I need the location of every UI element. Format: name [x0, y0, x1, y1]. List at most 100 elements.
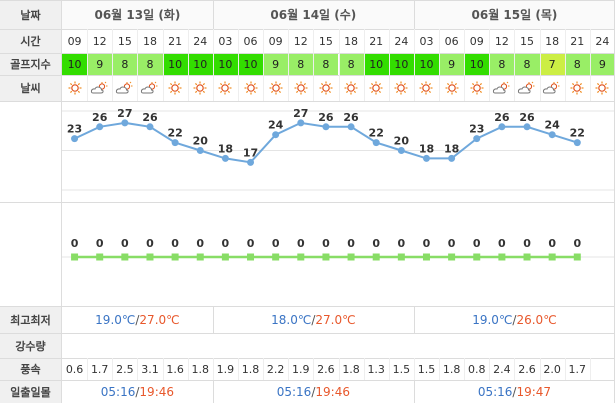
temp-value-label: 22	[369, 127, 384, 140]
column-divider	[388, 358, 390, 380]
temp-point	[297, 119, 305, 127]
column-divider	[288, 29, 290, 101]
sun-icon	[288, 75, 313, 101]
wind-cell: 1.5	[392, 362, 411, 376]
rain-value-label: 0	[222, 237, 230, 250]
separator: /	[135, 312, 140, 327]
column-divider	[237, 358, 239, 380]
temp-point	[196, 147, 204, 154]
rain-point	[448, 253, 456, 261]
label-rain-amount: 강수량	[0, 333, 62, 358]
row-divider	[0, 333, 615, 334]
column-divider	[263, 358, 265, 380]
column-divider	[187, 358, 189, 380]
column-divider	[363, 29, 365, 101]
temp-point	[96, 123, 104, 131]
temp-point	[71, 135, 79, 143]
rain-value-label: 0	[372, 237, 380, 250]
temp-value-label: 18	[218, 142, 233, 155]
sunset-time: 19:46	[315, 384, 350, 399]
column-divider	[313, 358, 315, 380]
golf-index-cell: 10	[388, 53, 414, 75]
rain-point	[196, 253, 204, 261]
wind-cell: 2.4	[493, 362, 511, 376]
golf-index-cell: 10	[464, 53, 490, 75]
rain-point	[573, 253, 581, 261]
wind-cell: 1.9	[292, 362, 310, 376]
column-divider	[137, 358, 139, 380]
hour-cell: 12	[92, 34, 107, 48]
rain-value-label: 0	[71, 237, 79, 250]
rain-value-label: 0	[498, 237, 506, 250]
rain-point	[247, 253, 255, 261]
rain-point	[397, 253, 405, 261]
day-divider	[212, 380, 214, 403]
column-divider	[162, 358, 164, 380]
golf-index-cell: 10	[162, 53, 188, 75]
column-divider	[137, 29, 139, 101]
hour-cell: 21	[369, 34, 384, 48]
rain-value-label: 0	[523, 237, 531, 250]
wind-cell: 1.5	[417, 362, 436, 376]
wind-cell: 0.6	[65, 362, 84, 376]
hour-cell: 24	[193, 34, 208, 48]
wind-cell: 1.9	[216, 362, 235, 376]
row-divider	[0, 380, 615, 381]
sunset-time: 19:46	[139, 384, 175, 399]
rain-value-label: 0	[398, 237, 406, 250]
min-max-temp: 19.0℃/27.0℃	[62, 306, 213, 333]
separator: /	[512, 384, 517, 399]
sunrise-time: 05:16	[276, 384, 312, 399]
wind-cell: 1.8	[442, 362, 461, 376]
separator: /	[311, 384, 316, 399]
hour-cell: 09	[469, 34, 484, 48]
label-sunrise-sunset: 일출일몰	[0, 380, 62, 403]
golf-index-cell: 8	[288, 53, 314, 75]
rain-point	[548, 253, 556, 261]
rain-value-label: 0	[247, 237, 255, 250]
wind-cell: 2.0	[543, 362, 561, 376]
day-divider	[413, 380, 415, 403]
column-divider	[338, 358, 340, 380]
golf-index-cell: 9	[589, 53, 615, 75]
sun-icon	[313, 75, 338, 101]
wind-cell: 0.8	[467, 362, 486, 376]
wind-cell: 2.6	[518, 362, 536, 376]
label-time: 시간	[0, 29, 62, 53]
sunrise-time: 05:16	[477, 384, 513, 399]
golf-index-cell: 8	[564, 53, 590, 75]
temp-value-label: 27	[117, 107, 132, 120]
separator: /	[311, 312, 316, 327]
sunrise-sunset: 05:16/19:46	[213, 380, 414, 403]
wind-cell: 1.8	[191, 362, 209, 376]
min-max-temp: 18.0℃/27.0℃	[213, 306, 414, 333]
hour-cell: 09	[268, 34, 283, 48]
temp-value-label: 20	[394, 135, 410, 148]
rain-point	[297, 253, 305, 261]
sun-icon	[62, 75, 87, 101]
golf-index-cell: 7	[539, 53, 565, 75]
temp-point	[322, 123, 330, 131]
temp-point	[272, 131, 280, 139]
rain-point	[322, 253, 330, 261]
min-temp: 19.0℃	[472, 312, 513, 327]
rain-point	[96, 253, 104, 261]
hour-cell: 24	[595, 34, 610, 48]
column-divider	[564, 29, 566, 101]
hour-cell: 06	[243, 34, 258, 48]
column-divider	[237, 29, 239, 101]
wind-cell: 1.8	[342, 362, 360, 376]
max-temp: 27.0℃	[139, 312, 180, 327]
rain-point	[71, 253, 79, 261]
column-divider	[363, 358, 365, 380]
column-divider	[489, 358, 491, 380]
label-weather: 날씨	[0, 75, 62, 101]
rain-point	[146, 253, 154, 261]
sun-icon	[590, 75, 615, 101]
golf-index-cell: 10	[187, 53, 213, 75]
wind-cell: 1.7	[90, 362, 109, 376]
sun-icon	[364, 75, 389, 101]
row-divider	[0, 306, 615, 307]
column-divider	[539, 29, 541, 101]
cloud-sun-icon	[489, 75, 514, 101]
